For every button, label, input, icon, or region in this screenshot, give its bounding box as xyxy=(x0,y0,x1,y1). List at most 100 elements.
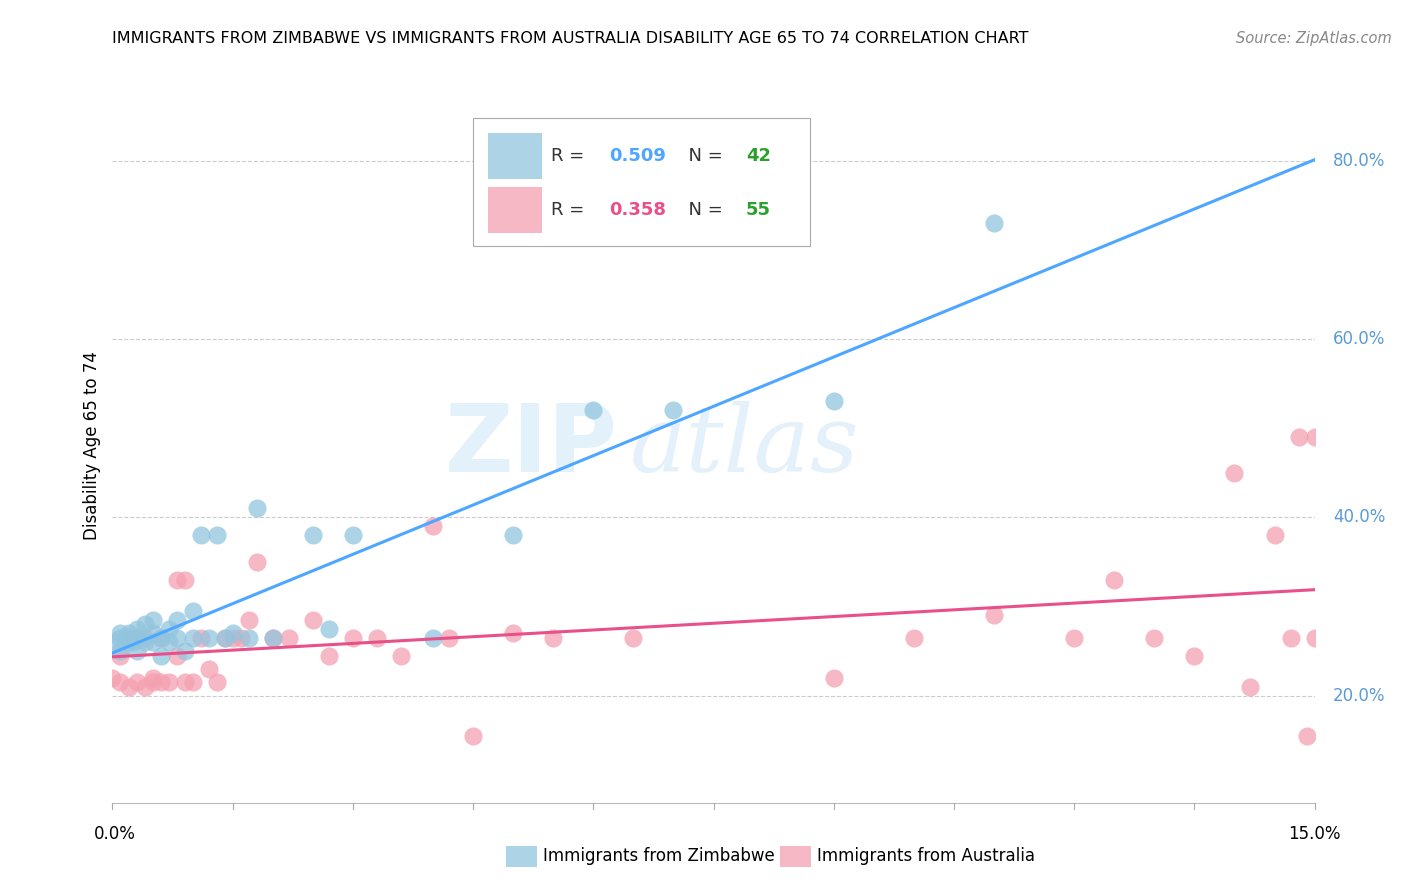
Point xyxy=(983,216,1005,230)
Point xyxy=(181,631,204,645)
Point xyxy=(125,675,148,690)
Point xyxy=(149,648,172,663)
Point xyxy=(1184,648,1206,663)
Point xyxy=(110,631,132,645)
Text: 60.0%: 60.0% xyxy=(1333,330,1385,348)
Point xyxy=(229,631,252,645)
Point xyxy=(621,631,644,645)
Point xyxy=(125,631,148,645)
Text: atlas: atlas xyxy=(630,401,859,491)
Text: 15.0%: 15.0% xyxy=(1288,825,1341,843)
Point xyxy=(437,631,460,645)
Point xyxy=(125,622,148,636)
Point xyxy=(205,528,228,542)
Text: Immigrants from Australia: Immigrants from Australia xyxy=(817,847,1035,865)
Point xyxy=(903,631,925,645)
Point xyxy=(302,528,325,542)
Point xyxy=(302,613,325,627)
Point xyxy=(1303,430,1326,444)
Point xyxy=(342,631,364,645)
Point xyxy=(246,501,269,516)
Point xyxy=(141,675,163,690)
Point xyxy=(1264,528,1286,542)
Point xyxy=(205,675,228,690)
Point xyxy=(1143,631,1166,645)
Point xyxy=(105,635,128,649)
Text: 0.0%: 0.0% xyxy=(94,825,136,843)
Point xyxy=(502,626,524,640)
Point xyxy=(1239,680,1261,694)
Point xyxy=(125,644,148,658)
Point xyxy=(823,671,845,685)
Point xyxy=(141,613,163,627)
Point xyxy=(238,613,260,627)
Point xyxy=(141,635,163,649)
Point xyxy=(157,622,180,636)
Text: Source: ZipAtlas.com: Source: ZipAtlas.com xyxy=(1236,31,1392,46)
Text: R =: R = xyxy=(551,202,591,219)
Point xyxy=(149,631,172,645)
Text: 80.0%: 80.0% xyxy=(1333,152,1385,169)
Text: IMMIGRANTS FROM ZIMBABWE VS IMMIGRANTS FROM AUSTRALIA DISABILITY AGE 65 TO 74 CO: IMMIGRANTS FROM ZIMBABWE VS IMMIGRANTS F… xyxy=(112,31,1029,46)
Point xyxy=(141,626,163,640)
Point xyxy=(110,644,132,658)
Point xyxy=(117,680,139,694)
Point xyxy=(214,631,236,645)
Point xyxy=(222,631,245,645)
Point xyxy=(117,635,139,649)
Point xyxy=(277,631,299,645)
Y-axis label: Disability Age 65 to 74: Disability Age 65 to 74 xyxy=(83,351,101,541)
Point xyxy=(246,555,269,569)
Text: R =: R = xyxy=(551,147,591,165)
Point xyxy=(117,626,139,640)
Point xyxy=(166,573,188,587)
Text: N =: N = xyxy=(678,202,728,219)
Point xyxy=(1288,430,1310,444)
Point xyxy=(983,608,1005,623)
Point xyxy=(141,671,163,685)
Point xyxy=(1102,573,1125,587)
Point xyxy=(318,648,340,663)
Point xyxy=(1295,729,1317,743)
Point xyxy=(1279,631,1302,645)
Point xyxy=(173,573,195,587)
Point xyxy=(121,635,143,649)
Point xyxy=(823,394,845,409)
Point xyxy=(422,519,444,533)
Point xyxy=(1223,466,1246,480)
Point xyxy=(214,631,236,645)
Point xyxy=(543,631,565,645)
Point xyxy=(110,675,132,690)
FancyBboxPatch shape xyxy=(488,187,541,234)
Text: ZIP: ZIP xyxy=(444,400,617,492)
Text: 20.0%: 20.0% xyxy=(1333,687,1385,705)
Point xyxy=(366,631,388,645)
Point xyxy=(181,675,204,690)
Point xyxy=(166,631,188,645)
Point xyxy=(157,635,180,649)
Point xyxy=(134,617,156,632)
Point xyxy=(166,648,188,663)
Point xyxy=(173,675,195,690)
Text: 42: 42 xyxy=(747,147,770,165)
Point xyxy=(134,680,156,694)
Point xyxy=(190,528,212,542)
Point xyxy=(1303,631,1326,645)
Point xyxy=(197,631,219,645)
Point xyxy=(173,644,195,658)
Point xyxy=(318,622,340,636)
Point xyxy=(101,671,124,685)
Point xyxy=(461,729,484,743)
Point xyxy=(389,648,412,663)
Point xyxy=(110,648,132,663)
Text: Immigrants from Zimbabwe: Immigrants from Zimbabwe xyxy=(543,847,775,865)
Point xyxy=(262,631,284,645)
Point xyxy=(134,631,156,645)
Point xyxy=(1063,631,1085,645)
Point xyxy=(125,631,148,645)
Point xyxy=(134,635,156,649)
Point xyxy=(157,675,180,690)
Text: N =: N = xyxy=(678,147,728,165)
Point xyxy=(110,626,132,640)
Point xyxy=(422,631,444,645)
